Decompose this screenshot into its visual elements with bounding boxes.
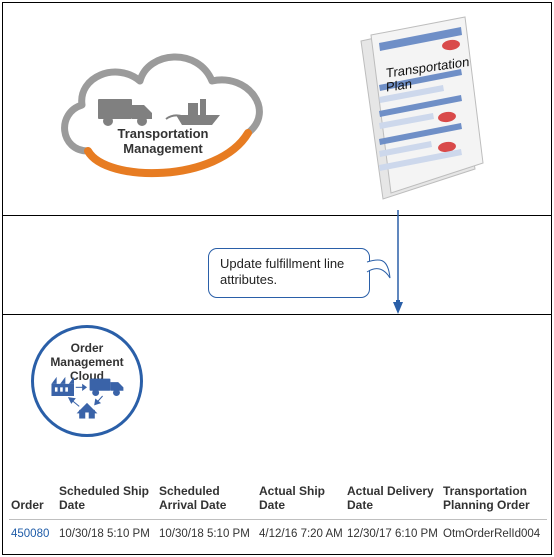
cell-actual-ship-date: 4/12/16 7:20 AM: [257, 520, 345, 547]
col-header-scheduled-ship-date: Scheduled Ship Date: [57, 481, 157, 519]
callout-tail-icon: [366, 256, 394, 282]
cell-scheduled-ship-date: 10/30/18 5:10 PM: [57, 520, 157, 547]
om-icons-svg: [48, 368, 126, 424]
cell-scheduled-arrival-date: 10/30/18 5:10 PM: [157, 520, 257, 547]
bottom-panel: Order Management Cloud: [2, 314, 552, 555]
table-header-row: Order Scheduled Ship Date Scheduled Arri…: [9, 481, 547, 519]
cell-actual-delivery-date: 12/30/17 6:10 PM: [345, 520, 441, 547]
col-header-order: Order: [9, 481, 57, 519]
document-icon: [343, 13, 493, 213]
transportation-plan-doc: Transportation Plan: [343, 13, 493, 213]
cell-transportation-planning-order: OtmOrderRelId004: [441, 520, 547, 547]
transportation-management-cloud: Transportation Management: [48, 33, 278, 193]
om-title-line1: Order: [71, 341, 104, 355]
order-management-cloud-badge: Order Management Cloud: [31, 325, 143, 437]
cloud-label: Transportation Management: [103, 127, 223, 157]
fulfillment-line-table: Order Scheduled Ship Date Scheduled Arri…: [9, 481, 545, 546]
om-title-line2: Management: [50, 355, 123, 369]
order-link[interactable]: 450080: [9, 520, 57, 547]
cloud-icon: [48, 33, 278, 193]
om-icons: [48, 368, 126, 424]
update-callout: Update fulfillment line attributes.: [208, 248, 370, 298]
flow-arrowhead-icon: [393, 300, 403, 314]
col-header-actual-ship-date: Actual Ship Date: [257, 481, 345, 519]
top-panel: Transportation Management Transport: [2, 2, 552, 216]
col-header-scheduled-arrival-date: Scheduled Arrival Date: [157, 481, 257, 519]
callout-text: Update fulfillment line attributes.: [220, 256, 344, 287]
table-row: 450080 10/30/18 5:10 PM 10/30/18 5:10 PM…: [9, 520, 547, 547]
cloud-label-line2: Management: [123, 141, 202, 156]
col-header-transportation-planning-order: Transportation Planning Order: [441, 481, 547, 519]
col-header-actual-delivery-date: Actual Delivery Date: [345, 481, 441, 519]
cloud-label-line1: Transportation: [117, 126, 208, 141]
